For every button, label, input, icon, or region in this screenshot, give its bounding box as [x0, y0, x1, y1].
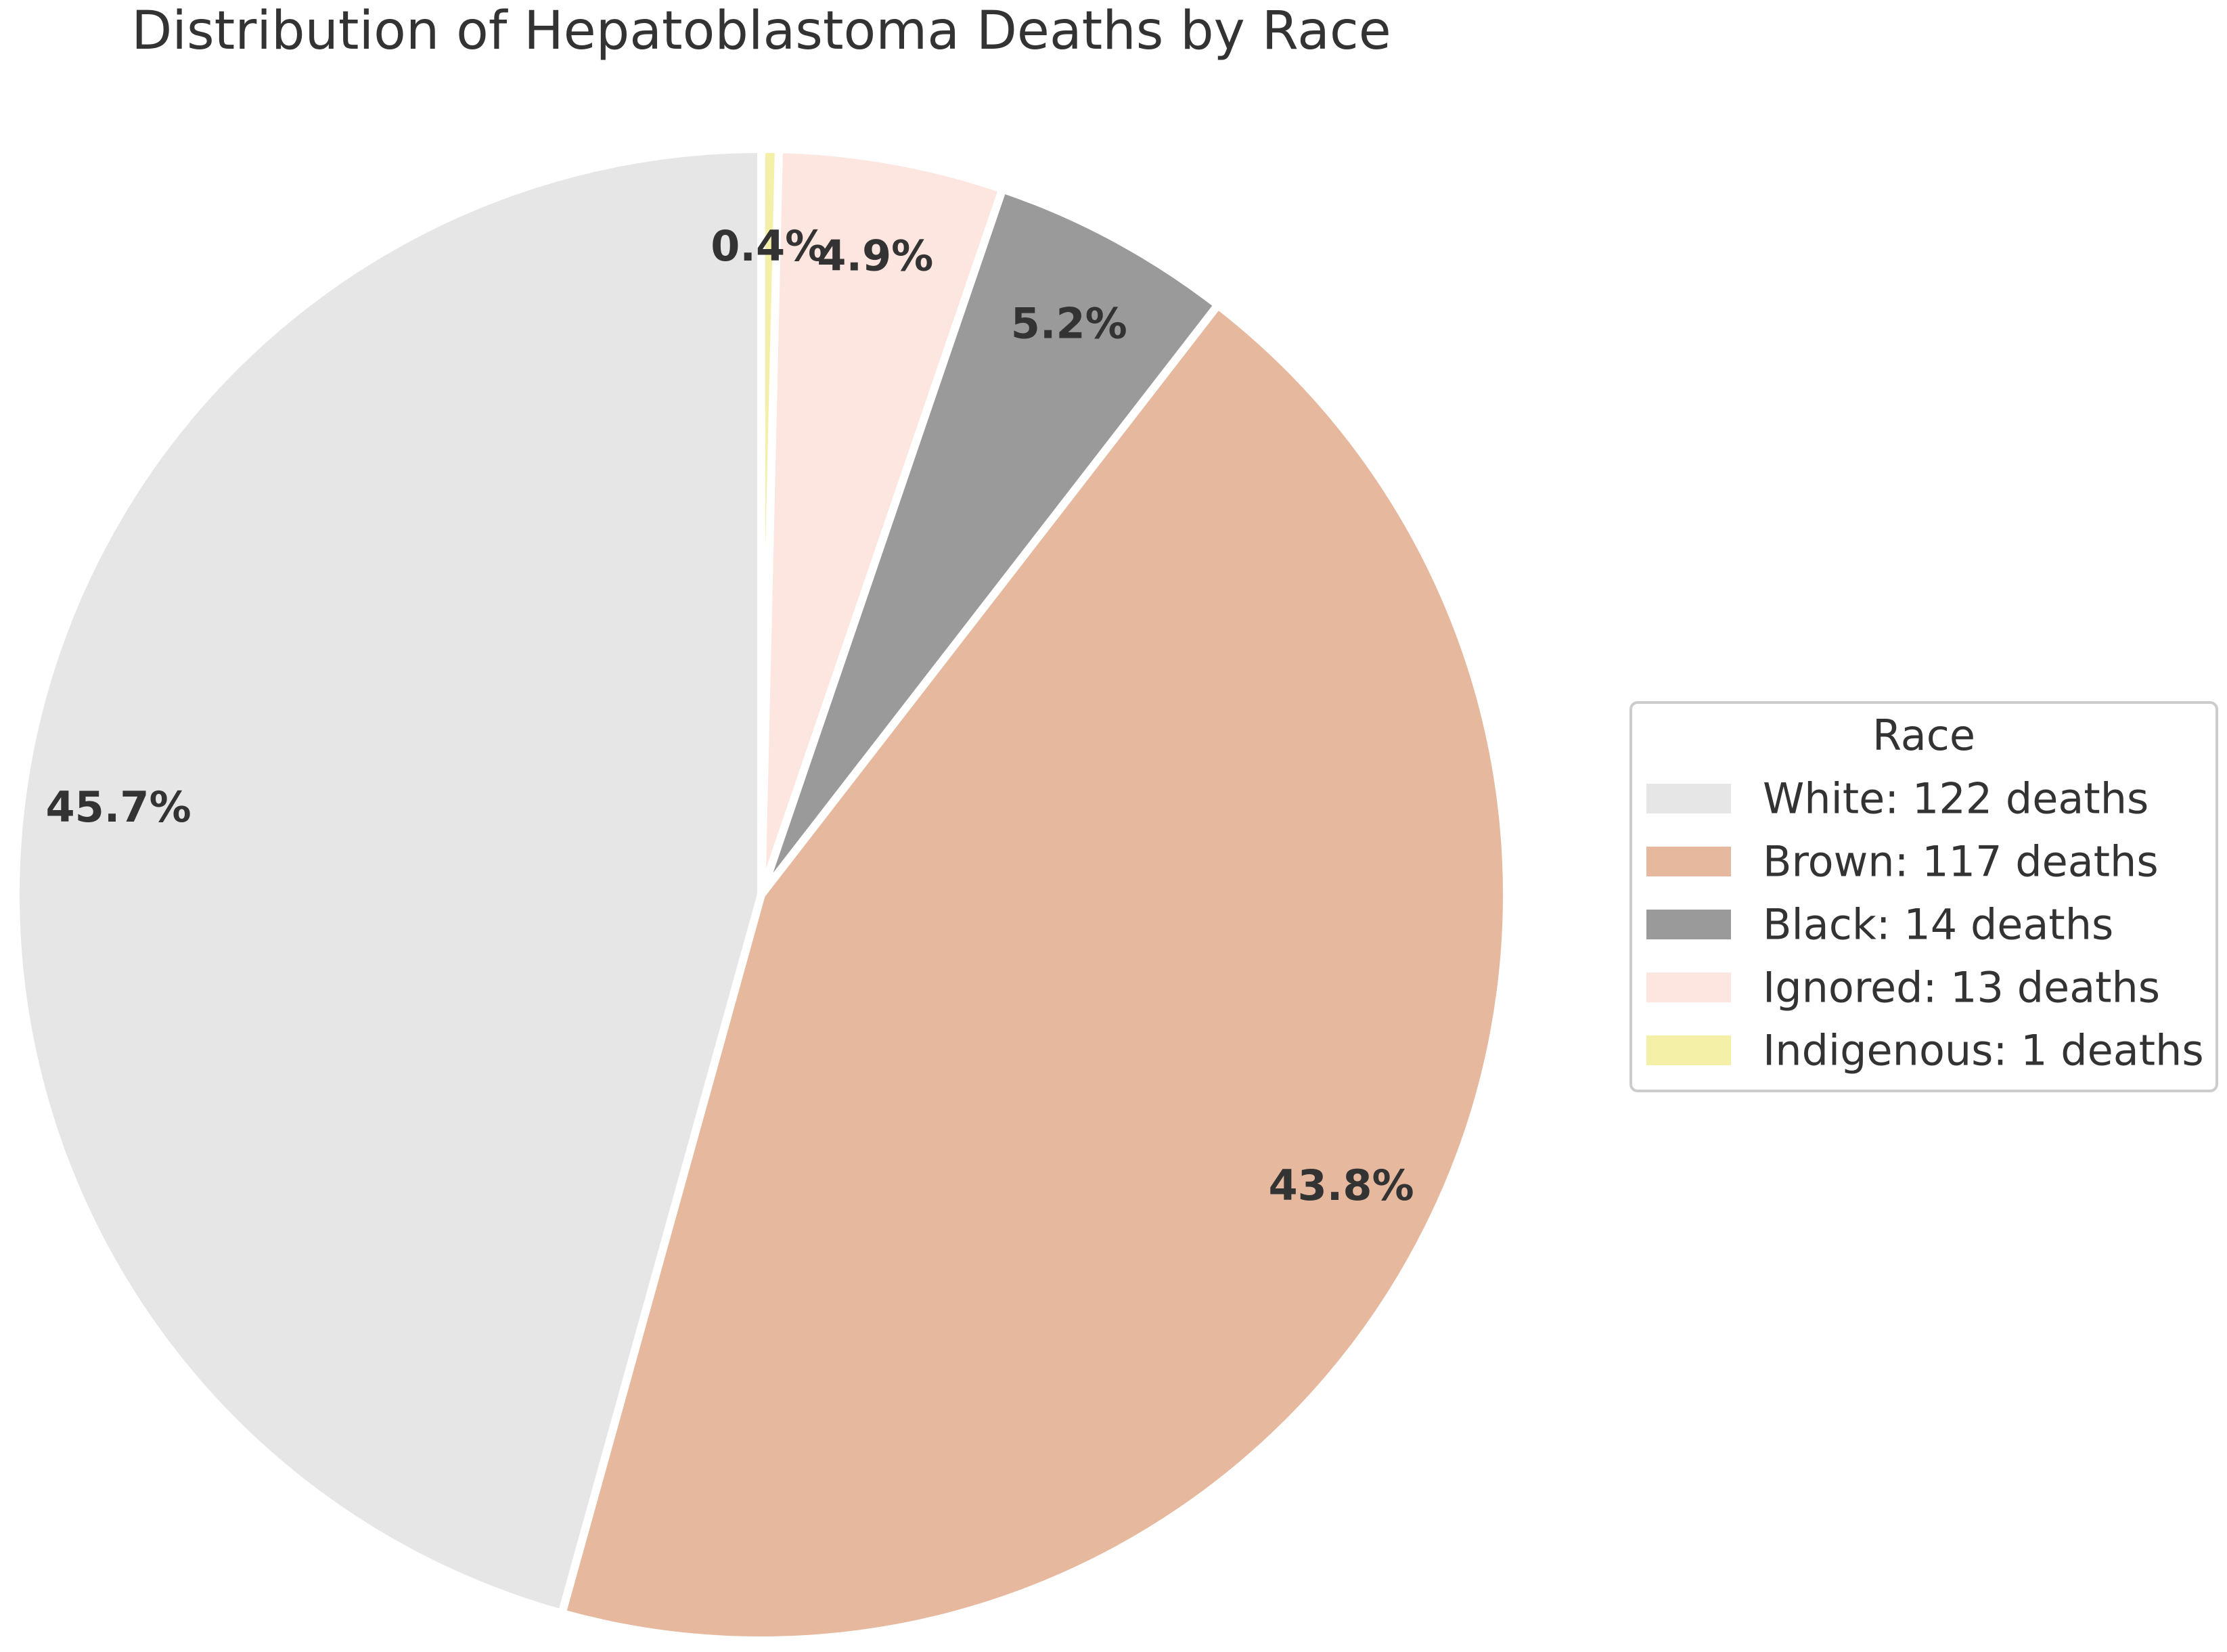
- pie-slice-indigenous: [757, 144, 784, 895]
- legend-swatch-black: [1646, 910, 1731, 939]
- pie-slice-brown: [557, 299, 1511, 1645]
- legend-swatch-ignored: [1646, 973, 1731, 1002]
- pie-slices: [12, 144, 1511, 1645]
- legend-swatch-white: [1646, 784, 1731, 813]
- legend: Race White: 122 deaths Brown: 117 deaths B…: [1629, 701, 2218, 1092]
- legend-label-indigenous: Indigenous: 1 deaths: [1763, 1026, 2204, 1075]
- legend-title: Race: [1872, 711, 1975, 760]
- legend-label-white: White: 122 deaths: [1763, 774, 2149, 824]
- pie-slice-ignored: [757, 145, 1008, 896]
- legend-items: White: 122 deaths Brown: 117 deaths Black:…: [1646, 774, 2204, 1075]
- chart-title: Distribution of Hepatoblastoma Deaths by…: [131, 1, 1391, 62]
- pie-slice-label-white: 45.7%: [45, 782, 191, 832]
- legend-label-black: Black: 14 deaths: [1763, 900, 2113, 950]
- legend-label-ignored: Ignored: 13 deaths: [1763, 963, 2160, 1012]
- pie-slice-white: [12, 144, 765, 1619]
- pie-slice-labels: 45.7% 43.8% 5.2% 4.9%0.4%: [45, 221, 1414, 1210]
- pie-slice-label-ignored: 4.9%: [817, 231, 933, 281]
- pie-slice-label-black: 5.2%: [1011, 298, 1127, 348]
- legend-swatch-indigenous: [1646, 1035, 1731, 1065]
- legend-frame: [1629, 701, 2218, 1092]
- pie-slice-black: [757, 183, 1224, 897]
- pie-slice-label-brown: 43.8%: [1268, 1161, 1414, 1210]
- legend-label-brown: Brown: 117 deaths: [1763, 837, 2159, 887]
- legend-swatch-brown: [1646, 847, 1731, 876]
- pie-slice-label-indigenous: 0.4%: [711, 221, 827, 271]
